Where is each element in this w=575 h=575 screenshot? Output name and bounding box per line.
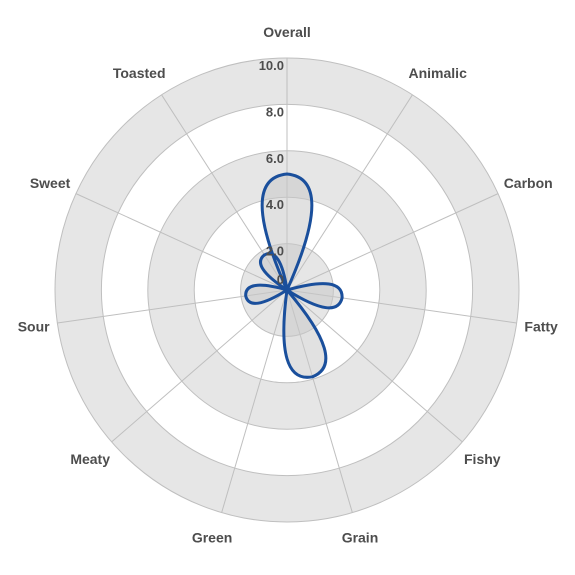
spoke-fishy (286, 289, 463, 443)
category-label-fatty: Fatty (524, 319, 558, 335)
spoke-green (221, 289, 288, 513)
spoke-carbon (286, 193, 499, 291)
category-label-animalic: Animalic (409, 65, 468, 81)
series-line-0 (244, 172, 344, 379)
category-label-grain: Grain (342, 530, 379, 546)
spoke-animalic (286, 94, 413, 291)
category-label-green: Green (192, 530, 232, 546)
tick-label-8.0: 8.0 (266, 104, 284, 119)
tick-label-0: 0 (277, 272, 284, 287)
category-label-overall: Overall (263, 24, 310, 40)
category-label-carbon: Carbon (504, 175, 553, 191)
category-label-sweet: Sweet (30, 175, 71, 191)
category-label-sour: Sour (18, 319, 50, 335)
spoke-sweet (75, 193, 288, 291)
category-label-toasted: Toasted (113, 65, 166, 81)
category-label-fishy: Fishy (464, 451, 501, 467)
tick-label-4.0: 4.0 (266, 197, 284, 212)
radial-tick-labels: 0 2.0 4.0 6.0 8.0 10.0 (259, 58, 284, 287)
category-labels: Overall Animalic Carbon Fatty Fishy Grain Gree… (18, 24, 558, 546)
tick-label-2.0: 2.0 (266, 244, 284, 259)
tick-label-6.0: 6.0 (266, 151, 284, 166)
tick-label-10.0: 10.0 (259, 58, 284, 73)
category-label-meaty: Meaty (70, 451, 110, 467)
spoke-meaty (111, 289, 288, 443)
series-layer (244, 172, 344, 379)
